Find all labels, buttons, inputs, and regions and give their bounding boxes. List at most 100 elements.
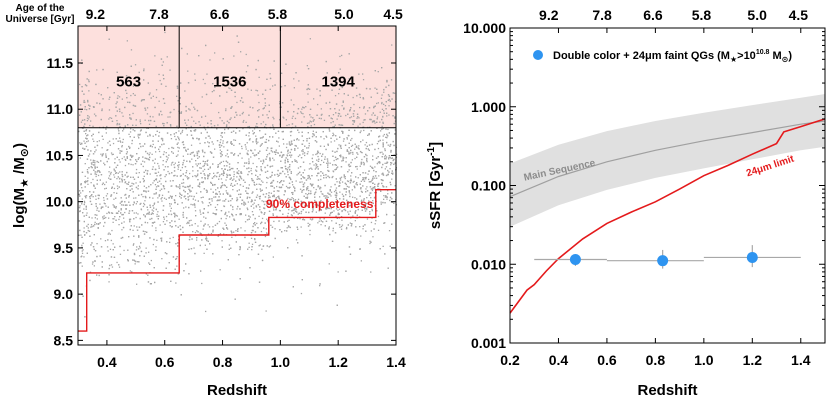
galaxy-point (200, 197, 202, 199)
galaxy-point (323, 195, 325, 197)
galaxy-point (195, 215, 197, 217)
galaxy-point (150, 144, 152, 147)
galaxy-point (350, 107, 352, 109)
galaxy-point (105, 153, 107, 155)
galaxy-point (293, 139, 295, 141)
galaxy-point (116, 124, 118, 126)
galaxy-point (142, 156, 144, 158)
galaxy-point (262, 108, 264, 110)
galaxy-point (81, 198, 83, 200)
galaxy-point (287, 171, 289, 173)
galaxy-point (230, 247, 232, 249)
galaxy-point (302, 150, 304, 153)
galaxy-point (386, 115, 388, 117)
galaxy-point (151, 146, 153, 148)
galaxy-point (106, 149, 108, 151)
galaxy-point (177, 142, 179, 144)
galaxy-point (252, 191, 254, 193)
galaxy-point (302, 186, 304, 188)
galaxy-point (130, 176, 132, 178)
galaxy-point (93, 113, 96, 115)
galaxy-point (190, 203, 192, 206)
galaxy-point (85, 214, 88, 216)
galaxy-point (162, 160, 164, 162)
galaxy-point (315, 205, 318, 207)
galaxy-point (310, 184, 313, 186)
galaxy-point (292, 286, 294, 288)
galaxy-point (284, 159, 286, 161)
galaxy-point (115, 172, 117, 174)
galaxy-point (378, 135, 381, 137)
galaxy-point (314, 140, 317, 142)
galaxy-point (350, 139, 352, 141)
galaxy-point (265, 193, 268, 195)
galaxy-point (292, 198, 294, 200)
galaxy-point (330, 117, 332, 119)
galaxy-point (186, 124, 188, 126)
galaxy-point (208, 226, 211, 228)
galaxy-point (347, 171, 349, 173)
galaxy-point (363, 164, 365, 166)
galaxy-point (267, 197, 270, 199)
galaxy-point (143, 179, 145, 182)
galaxy-point (144, 109, 147, 111)
galaxy-point (355, 210, 357, 212)
galaxy-point (149, 206, 152, 208)
galaxy-point (374, 183, 376, 185)
galaxy-point (390, 157, 392, 160)
galaxy-point (232, 130, 235, 132)
galaxy-point (254, 241, 257, 243)
galaxy-point (201, 116, 203, 118)
galaxy-point (382, 142, 384, 144)
galaxy-point (217, 166, 219, 168)
galaxy-point (93, 184, 95, 186)
galaxy-point (211, 141, 213, 143)
galaxy-point (86, 78, 88, 80)
galaxy-point (225, 217, 227, 220)
galaxy-point (299, 188, 302, 190)
galaxy-point (191, 102, 193, 105)
galaxy-point (191, 158, 193, 160)
galaxy-point (237, 41, 240, 43)
galaxy-point (244, 202, 246, 204)
galaxy-point (115, 207, 117, 209)
galaxy-point (279, 172, 281, 174)
galaxy-point (239, 213, 241, 215)
galaxy-point (105, 216, 107, 219)
galaxy-point (90, 226, 92, 228)
galaxy-point (301, 131, 303, 133)
galaxy-point (199, 244, 201, 247)
galaxy-point (201, 181, 203, 183)
galaxy-point (348, 165, 351, 168)
galaxy-point (146, 152, 149, 155)
galaxy-point (91, 163, 93, 166)
galaxy-point (224, 200, 226, 202)
galaxy-point (360, 141, 362, 143)
galaxy-point (183, 159, 185, 162)
galaxy-point (240, 193, 242, 195)
galaxy-point (111, 212, 113, 214)
galaxy-point (178, 147, 180, 149)
galaxy-point (263, 107, 265, 109)
galaxy-point (370, 181, 372, 183)
galaxy-point (347, 164, 350, 166)
galaxy-point (114, 158, 116, 160)
galaxy-point (381, 118, 383, 121)
galaxy-point (344, 82, 346, 84)
galaxy-point (207, 177, 209, 180)
galaxy-point (260, 180, 263, 182)
galaxy-point (148, 119, 150, 122)
galaxy-point (132, 229, 134, 231)
galaxy-point (318, 220, 320, 222)
galaxy-point (206, 160, 208, 162)
galaxy-point (260, 184, 262, 186)
galaxy-point (135, 172, 138, 174)
galaxy-point (229, 168, 231, 171)
galaxy-point (315, 167, 317, 169)
galaxy-point (189, 224, 191, 227)
galaxy-point (191, 187, 194, 189)
galaxy-point (131, 156, 133, 158)
galaxy-point (290, 130, 293, 133)
galaxy-point (205, 310, 207, 313)
galaxy-point (260, 123, 262, 125)
